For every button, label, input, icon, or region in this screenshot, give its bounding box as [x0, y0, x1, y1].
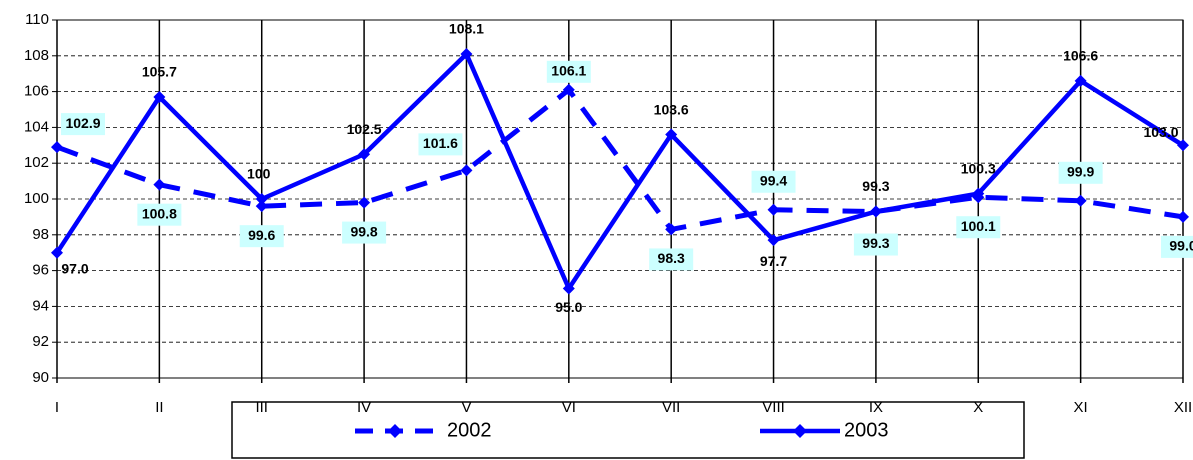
x-tick-label: II	[155, 399, 163, 416]
y-tick-label: 104	[24, 118, 49, 135]
data-point	[665, 128, 678, 141]
x-tick-label: IX	[869, 399, 883, 416]
y-tick-label: 94	[32, 297, 49, 314]
label-bg	[137, 203, 182, 226]
data-label: 99.3	[862, 178, 889, 194]
data-label: 100	[247, 166, 271, 182]
label-bg	[61, 113, 105, 136]
data-point	[767, 234, 780, 247]
label-bg	[418, 133, 463, 156]
data-label: 106.6	[1063, 48, 1098, 64]
data-label: 100.1	[961, 218, 996, 234]
series-line	[55, 51, 1185, 291]
data-point	[153, 90, 166, 103]
data-label: 99.4	[760, 172, 787, 188]
y-tick-label: 106	[24, 83, 49, 100]
data-label: 99.0	[1169, 238, 1193, 254]
data-label: 99.8	[350, 223, 377, 239]
y-tick-label: 102	[24, 154, 49, 171]
data-point	[255, 193, 268, 205]
data-label: 103.6	[654, 101, 689, 117]
x-tick-label: XII	[1174, 399, 1192, 416]
data-label: 100.8	[142, 205, 177, 221]
data-label: 97.7	[760, 253, 787, 269]
label-bg	[751, 170, 796, 193]
legend-marker	[793, 424, 807, 438]
data-point	[1177, 210, 1189, 223]
legend-marker	[388, 424, 402, 438]
data-label: 99.6	[248, 227, 275, 243]
data-label: 95.0	[555, 299, 582, 315]
data-label: 100.3	[961, 160, 996, 176]
data-label: 99.3	[862, 235, 889, 251]
data-label: 102.9	[65, 115, 100, 131]
label-bg	[342, 221, 387, 244]
data-point	[1074, 194, 1087, 207]
x-tick-label: III	[255, 399, 268, 416]
label-bg	[1058, 161, 1103, 184]
data-point	[255, 200, 268, 213]
data-point	[460, 48, 473, 61]
data-point	[562, 83, 575, 96]
y-tick-label: 92	[32, 333, 49, 350]
data-point	[51, 141, 63, 154]
label-bg	[649, 248, 694, 271]
data-point	[153, 178, 166, 191]
legend-box	[231, 401, 1025, 459]
data-label: 98.3	[658, 250, 685, 266]
x-tick-label: IV	[357, 399, 371, 416]
data-label: 108.1	[449, 21, 484, 37]
y-tick-label: 108	[24, 47, 49, 64]
label-bg	[1161, 235, 1193, 258]
y-tick-label: 100	[24, 190, 49, 207]
data-label: 102.5	[347, 121, 382, 137]
label-bg	[546, 60, 591, 83]
data-label: 103.0	[1143, 124, 1178, 140]
data-point	[972, 187, 985, 200]
data-point	[767, 203, 780, 216]
x-tick-label: VIII	[762, 399, 785, 416]
x-tick-label: X	[973, 399, 983, 416]
y-tick-label: 96	[32, 262, 49, 279]
data-label: 106.1	[551, 63, 586, 79]
label-bg	[853, 233, 898, 256]
legend-label: 2003	[844, 419, 889, 441]
data-point	[665, 223, 678, 236]
data-label: 97.0	[61, 260, 88, 276]
data-label: 99.9	[1067, 163, 1094, 179]
data-point	[460, 164, 473, 177]
series-line	[56, 87, 1184, 232]
y-tick-label: 98	[32, 226, 49, 243]
data-point	[51, 246, 63, 259]
data-point	[869, 205, 882, 218]
data-point	[1074, 74, 1087, 87]
legend-label: 2002	[447, 419, 492, 441]
data-point	[358, 196, 371, 209]
label-bg	[956, 216, 1001, 239]
x-tick-label: I	[55, 399, 59, 416]
data-point	[358, 148, 371, 161]
label-bg	[239, 225, 284, 248]
y-tick-label: 110	[25, 11, 49, 28]
data-label: 105.7	[142, 64, 177, 80]
data-point	[1177, 139, 1189, 152]
data-label: 101.6	[423, 135, 458, 151]
x-tick-label: V	[461, 399, 471, 416]
x-tick-label: VI	[562, 399, 576, 416]
x-tick-label: VII	[662, 399, 680, 416]
y-tick-label: 90	[32, 369, 49, 386]
x-tick-label: XI	[1074, 399, 1088, 416]
data-point	[562, 282, 575, 295]
